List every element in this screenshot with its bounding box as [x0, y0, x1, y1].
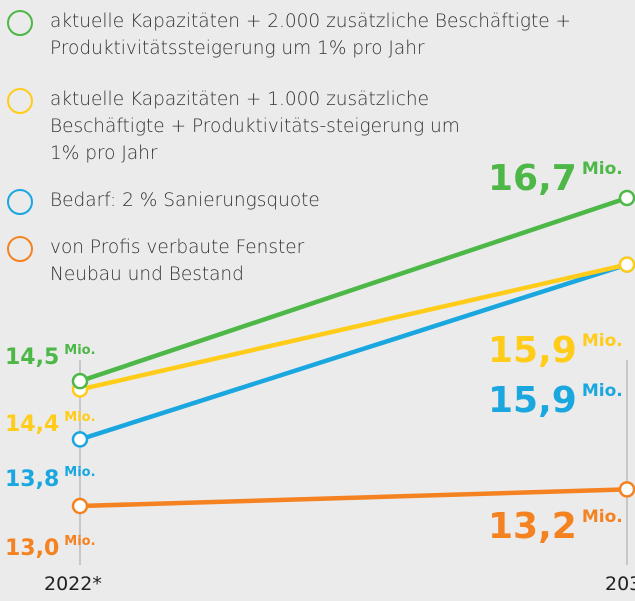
value-label: 13,8: [5, 467, 59, 492]
legend-label: aktuelle Kapazitäten + 1.000 zusätzliche…: [50, 89, 460, 164]
legend-label: aktuelle Kapazitäten + 2.000 zusätzliche…: [50, 11, 571, 59]
value-label: 15,9: [488, 330, 577, 371]
x-tick-label: 2022*: [44, 573, 102, 595]
value-label: 13,0: [5, 536, 59, 561]
value-label: 14,4: [5, 412, 59, 437]
point: [71, 497, 89, 515]
value-label: 13,2: [488, 506, 577, 547]
point: [618, 256, 635, 273]
value-unit: Mio.: [64, 410, 95, 425]
point: [71, 431, 89, 448]
legend-label: von Profis verbaute Fenster Neubau und B…: [50, 237, 305, 285]
value-unit: Mio.: [582, 331, 623, 351]
point: [71, 372, 89, 390]
legend-label: Bedarf: 2 % Sanierungsquote: [50, 190, 320, 211]
value-label: 14,5: [5, 345, 59, 370]
series-line: [79, 487, 628, 509]
value-unit: Mio.: [582, 381, 623, 401]
legend-marker: [7, 189, 33, 215]
legend-marker: [7, 10, 33, 36]
value-unit: Mio.: [64, 465, 95, 480]
point: [618, 189, 635, 207]
value-unit: Mio.: [582, 159, 623, 179]
value-label: 15,9: [488, 380, 577, 421]
series-line: [79, 195, 628, 384]
legend-marker: [7, 236, 33, 262]
series-line: [79, 262, 628, 442]
x-tick-label: 2030: [605, 573, 635, 595]
legend-marker: [7, 88, 33, 114]
value-unit: Mio.: [64, 343, 95, 358]
value-label: 16,7: [488, 158, 577, 199]
point: [618, 481, 635, 498]
value-unit: Mio.: [64, 534, 95, 549]
series-line: [79, 262, 628, 392]
value-unit: Mio.: [582, 507, 623, 527]
